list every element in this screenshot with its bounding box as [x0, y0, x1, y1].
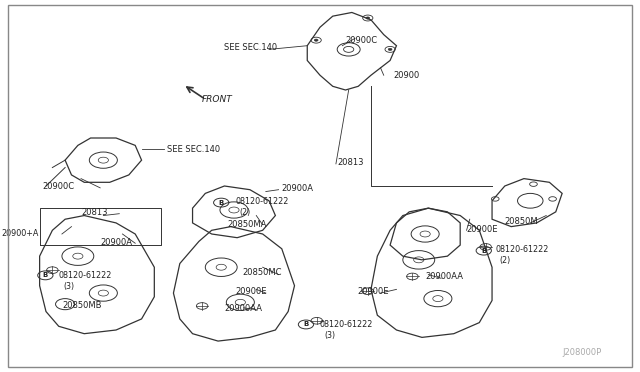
Text: 20900AA: 20900AA: [425, 272, 463, 281]
Text: (2): (2): [500, 256, 511, 265]
Text: 20900A: 20900A: [282, 185, 314, 193]
Text: 20900E: 20900E: [467, 225, 498, 234]
Text: B: B: [43, 272, 48, 278]
Text: 08120-61222: 08120-61222: [320, 320, 373, 329]
Text: 20813: 20813: [81, 208, 108, 217]
Text: FRONT: FRONT: [202, 95, 233, 104]
Text: B: B: [303, 321, 308, 327]
Text: J208000P: J208000P: [562, 348, 602, 357]
Text: (3): (3): [63, 282, 74, 291]
Text: 08120-61222: 08120-61222: [59, 271, 112, 280]
Text: 20900AA: 20900AA: [225, 304, 262, 313]
Text: B: B: [481, 248, 486, 254]
Text: 20850M: 20850M: [505, 217, 538, 225]
Text: 20900C: 20900C: [43, 182, 75, 191]
Circle shape: [388, 48, 392, 51]
Circle shape: [366, 17, 370, 19]
Text: 08120-61222: 08120-61222: [236, 197, 289, 206]
Text: B: B: [219, 200, 224, 206]
Text: (2): (2): [240, 208, 251, 217]
Text: 20850MB: 20850MB: [62, 301, 101, 311]
Text: SEE SEC.140: SEE SEC.140: [225, 43, 278, 52]
Text: 20900E: 20900E: [236, 287, 268, 296]
Text: (3): (3): [324, 331, 335, 340]
Circle shape: [314, 39, 318, 41]
Text: 20850MA: 20850MA: [228, 220, 267, 229]
Text: 20850MC: 20850MC: [243, 268, 282, 277]
Text: 20900C: 20900C: [346, 36, 378, 45]
Text: 20900: 20900: [394, 71, 420, 80]
Text: 20900+A: 20900+A: [1, 229, 39, 238]
Text: 08120-61222: 08120-61222: [496, 245, 549, 254]
Text: SEE SEC.140: SEE SEC.140: [167, 145, 220, 154]
Text: 20900A: 20900A: [100, 238, 132, 247]
Text: 20900E: 20900E: [357, 287, 388, 296]
Text: 20813: 20813: [338, 157, 364, 167]
